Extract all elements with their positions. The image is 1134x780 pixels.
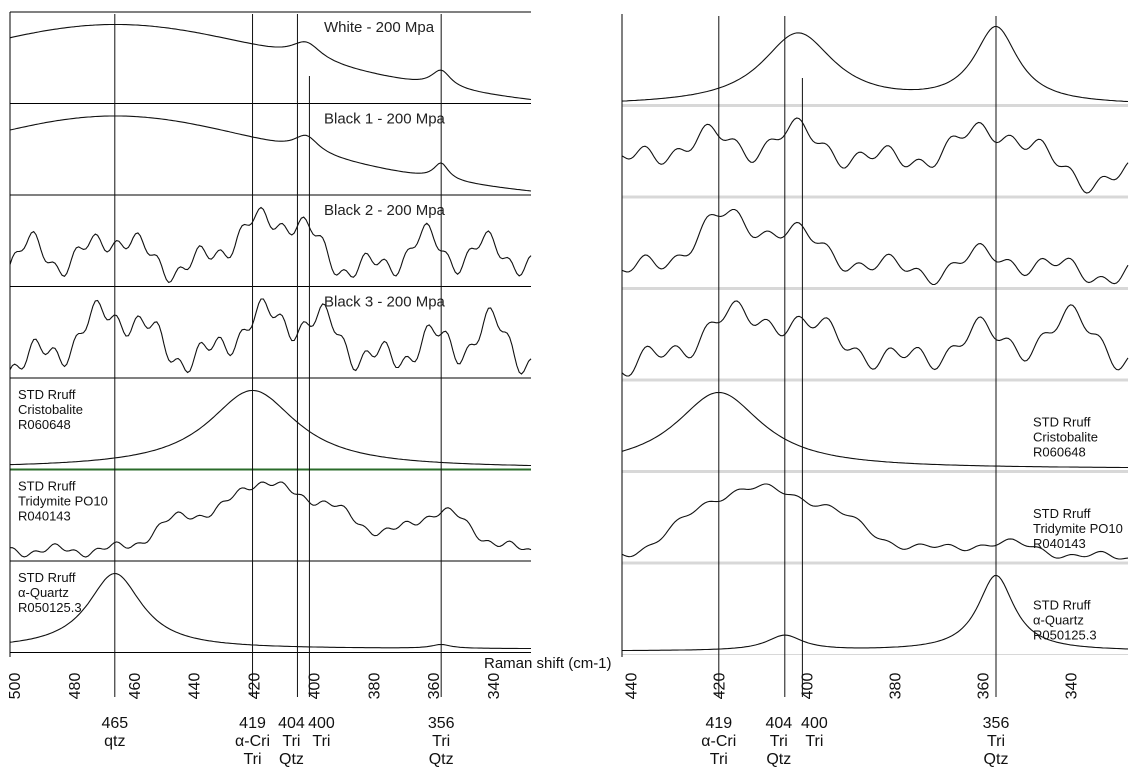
right-spectrum-r4 <box>621 300 1129 377</box>
right-x-tick-400: 400 <box>799 673 816 700</box>
left-panel-label-white: White - 200 Mpa <box>324 19 435 36</box>
left-spectrum-white <box>9 23 532 101</box>
left-std-label-cristobalite-0: STD Rruff <box>18 387 76 402</box>
left-marker-label-465-0: 465 <box>101 715 128 732</box>
right-marker-label-419-2: Tri <box>710 751 728 768</box>
right-std-label-r6tridymite-0: STD Rruff <box>1033 506 1091 521</box>
right-marker-label-356-2: Qtz <box>984 751 1009 768</box>
left-spectrum-black1 <box>9 115 532 192</box>
right-spectrum-r5cristobalite <box>621 391 1128 469</box>
left-std-label-tridymite-1: Tridymite PO10 <box>18 493 108 508</box>
right-std-label-r7quartz-1: α-Quartz <box>1033 612 1084 627</box>
left-marker-label-419-1: α-Cri <box>235 733 270 750</box>
right-spectrum-r2 <box>621 117 1129 194</box>
left-std-label-quartz-2: R050125.3 <box>18 600 82 615</box>
right-x-tick-360: 360 <box>975 673 992 700</box>
right-x-tick-380: 380 <box>887 673 904 700</box>
right-spectrum-r6tridymite <box>621 483 1129 560</box>
left-x-tick-460: 460 <box>127 673 144 700</box>
left-panel-label-black3: Black 3 - 200 Mpa <box>324 294 446 311</box>
right-marker-label-356-1: Tri <box>987 733 1005 750</box>
left-spectrum-cristobalite <box>10 389 531 467</box>
left-x-axis-title: Raman shift (cm-1) <box>484 655 612 672</box>
right-marker-label-404-2: Qtz <box>766 751 791 768</box>
right-std-label-r7quartz-2: R050125.3 <box>1033 627 1097 642</box>
left-panel-label-black1: Black 1 - 200 Mpa <box>324 111 446 128</box>
left-spectrum-quartz <box>9 572 531 650</box>
left-marker-label-419-2: Tri <box>244 751 262 768</box>
left-x-tick-400: 400 <box>306 673 323 700</box>
left-std-label-tridymite-0: STD Rruff <box>18 478 76 493</box>
right-marker-label-356-0: 356 <box>983 715 1010 732</box>
left-x-tick-500: 500 <box>7 673 24 700</box>
right-std-label-r5cristobalite-1: Cristobalite <box>1033 429 1098 444</box>
right-std-label-r7quartz-0: STD Rruff <box>1033 597 1091 612</box>
right-marker-label-404-0: 404 <box>765 715 792 732</box>
right-marker-label-400-1: Tri <box>805 733 823 750</box>
left-marker-label-404-1: Tri <box>282 733 300 750</box>
left-marker-label-356-0: 356 <box>428 715 455 732</box>
left-panel-label-black2: Black 2 - 200 Mpa <box>324 202 446 219</box>
left-marker-label-419-0: 419 <box>239 715 266 732</box>
left-spectrum-black2 <box>9 206 532 284</box>
left-marker-label-465-1: qtz <box>104 733 125 750</box>
right-std-label-r6tridymite-1: Tridymite PO10 <box>1033 521 1123 536</box>
right-spectrum-r1 <box>621 25 1129 103</box>
left-x-tick-340: 340 <box>486 673 503 700</box>
left-std-label-cristobalite-1: Cristobalite <box>18 402 83 417</box>
left-marker-label-404-0: 404 <box>278 715 305 732</box>
left-std-label-quartz-0: STD Rruff <box>18 570 76 585</box>
left-marker-label-400-0: 400 <box>308 715 335 732</box>
right-marker-label-419-1: α-Cri <box>701 733 736 750</box>
left-x-tick-440: 440 <box>187 673 204 700</box>
left-marker-label-400-1: Tri <box>312 733 330 750</box>
right-marker-label-404-1: Tri <box>770 733 788 750</box>
left-marker-label-356-1: Tri <box>432 733 450 750</box>
left-std-label-tridymite-2: R040143 <box>18 508 71 523</box>
right-spectrum-r7quartz <box>622 574 1128 652</box>
left-std-label-cristobalite-2: R060648 <box>18 417 71 432</box>
left-x-tick-380: 380 <box>366 673 383 700</box>
left-x-tick-420: 420 <box>247 673 264 700</box>
right-marker-label-400-0: 400 <box>801 715 828 732</box>
left-spectrum-tridymite <box>10 481 532 558</box>
right-marker-label-419-0: 419 <box>705 715 732 732</box>
left-x-tick-480: 480 <box>67 673 84 700</box>
right-std-label-r6tridymite-2: R040143 <box>1033 536 1086 551</box>
left-x-tick-360: 360 <box>426 673 443 700</box>
right-x-tick-420: 420 <box>711 673 728 700</box>
right-x-tick-440: 440 <box>623 673 640 700</box>
right-spectrum-r3 <box>621 208 1129 286</box>
left-marker-label-356-2: Qtz <box>429 751 454 768</box>
left-marker-label-404-2: Qtz <box>279 751 304 768</box>
left-spectrum-black3 <box>9 298 532 375</box>
right-std-label-r5cristobalite-0: STD Rruff <box>1033 414 1091 429</box>
right-x-tick-340: 340 <box>1063 673 1080 700</box>
right-std-label-r5cristobalite-2: R060648 <box>1033 444 1086 459</box>
left-std-label-quartz-1: α-Quartz <box>18 585 69 600</box>
